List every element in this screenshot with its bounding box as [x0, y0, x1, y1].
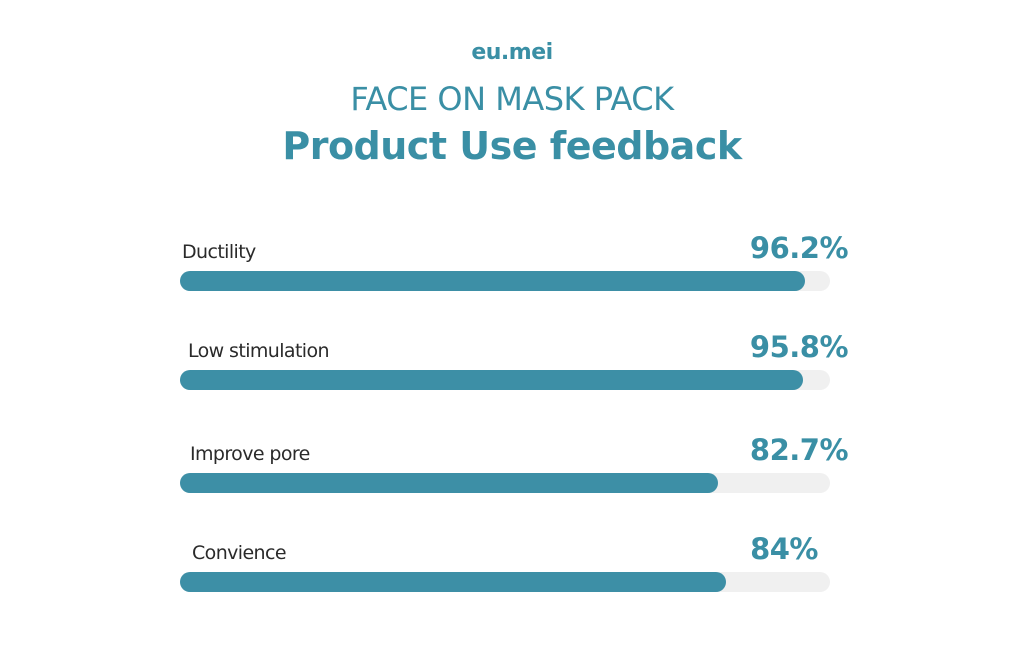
- chart-subtitle: FACE ON MASK PACK: [350, 80, 674, 118]
- bar-track: [180, 572, 830, 592]
- bar-fill: [180, 271, 806, 291]
- bar-label: Ductility: [182, 241, 256, 263]
- brand-logo: eu.mei: [471, 40, 553, 65]
- bar-row-low-stimulation: Low stimulation 95.8%: [180, 320, 849, 390]
- bar-value-label: 95.8%: [749, 330, 849, 364]
- chart-title: Product Use feedback: [282, 124, 742, 168]
- bar-fill: [180, 370, 803, 390]
- bar-label: Low stimulation: [188, 340, 330, 362]
- bar-row-ductility: Ductility 96.2%: [180, 221, 849, 291]
- bar-track: [180, 473, 830, 493]
- bar-value-label: 82.7%: [749, 433, 849, 467]
- bar-track: [180, 271, 830, 291]
- bar-row-improve-pore: Improve pore 82.7%: [180, 423, 849, 493]
- bar-row-convience: Convience 84%: [180, 522, 830, 592]
- bar-fill: [180, 473, 718, 493]
- bar-value-label: 96.2%: [749, 231, 849, 265]
- bar-fill: [180, 572, 726, 592]
- bar-label: Convience: [192, 542, 287, 564]
- bar-value-label: 84%: [750, 532, 818, 566]
- bar-track: [180, 370, 830, 390]
- bar-label: Improve pore: [190, 443, 310, 465]
